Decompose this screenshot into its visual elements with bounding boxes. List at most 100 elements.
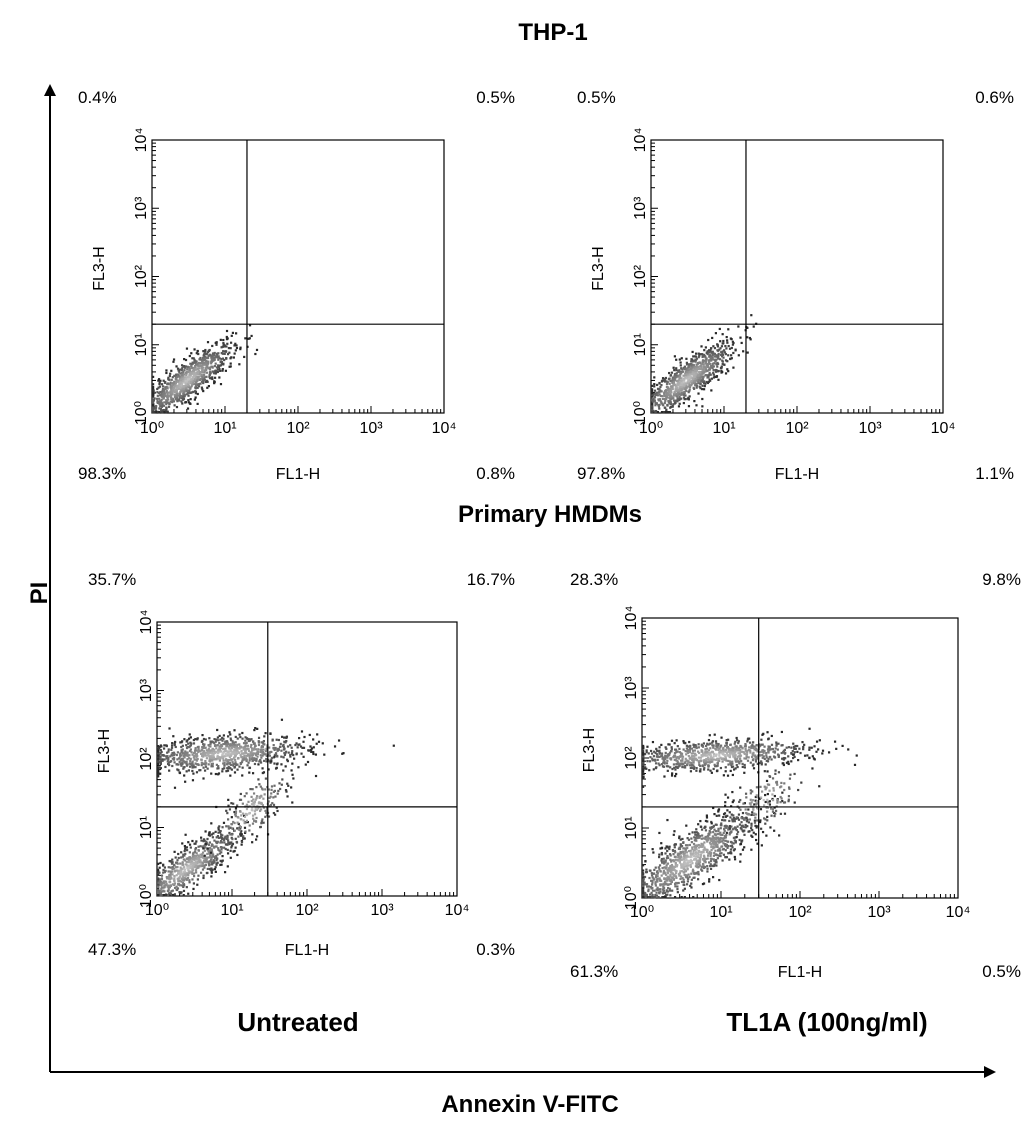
event-dot [176, 380, 179, 383]
event-dot [703, 762, 706, 765]
event-dot [672, 878, 675, 881]
x-tick-label: 10⁴ [432, 420, 457, 437]
event-dot [179, 862, 182, 865]
event-dot [734, 348, 737, 351]
event-dot [697, 375, 700, 378]
event-dot [650, 752, 654, 755]
event-dot [202, 847, 205, 850]
event-dot [654, 401, 657, 404]
event-dot [223, 352, 226, 355]
event-dot [191, 760, 194, 763]
event-dot [744, 823, 747, 827]
event-dot [730, 852, 733, 855]
event-dot [211, 377, 214, 381]
event-dot [754, 795, 757, 799]
event-dot [159, 379, 162, 382]
event-dot [285, 790, 288, 793]
event-dot [203, 746, 207, 749]
event-dot [227, 804, 230, 807]
event-dot [178, 384, 181, 387]
event-dot [703, 370, 706, 373]
event-dot [217, 739, 220, 742]
event-dot [731, 820, 734, 823]
event-dot [202, 366, 205, 369]
event-dot [226, 759, 229, 762]
event-dot [159, 410, 163, 413]
event-dot [213, 382, 216, 385]
event-dot [202, 373, 206, 377]
event-dot [253, 802, 256, 805]
event-dot [183, 866, 186, 869]
event-dot [695, 769, 698, 772]
event-dot [157, 887, 160, 890]
event-dot [191, 855, 194, 858]
event-dot [741, 848, 745, 851]
event-dot [687, 398, 690, 401]
event-dot [225, 740, 229, 743]
event-dot [658, 764, 661, 767]
event-dot [642, 875, 645, 878]
event-dot [180, 754, 183, 757]
event-dot [710, 820, 713, 824]
event-dot [192, 751, 195, 755]
event-dot [175, 753, 178, 757]
event-dot [225, 329, 229, 333]
event-dot [237, 828, 240, 831]
event-dot [160, 881, 163, 884]
event-dot [701, 379, 704, 382]
event-dot [674, 862, 677, 866]
event-dot [697, 356, 700, 359]
event-dot [220, 863, 223, 866]
event-dot [178, 396, 182, 399]
event-dot [185, 380, 189, 383]
event-dot [201, 359, 204, 362]
event-dot [157, 397, 161, 400]
event-dot [222, 363, 225, 366]
event-dot [715, 858, 718, 862]
event-dot [271, 739, 274, 742]
event-dot [239, 754, 242, 757]
event-dot [673, 846, 676, 849]
y-axis-label-pi: PI [26, 582, 53, 605]
event-dot [234, 812, 238, 815]
event-dot [177, 879, 180, 883]
axis-ticks [156, 624, 455, 897]
event-dot [170, 746, 174, 749]
event-dot [225, 745, 228, 748]
event-dot [176, 400, 179, 403]
event-dot [185, 744, 188, 747]
event-dot [651, 883, 654, 886]
event-dot [654, 866, 657, 869]
event-dot [708, 354, 712, 357]
event-dot [690, 886, 693, 889]
event-dot [655, 391, 658, 394]
event-dot [226, 769, 230, 772]
event-dot [184, 833, 187, 836]
event-dot [707, 833, 710, 836]
event-dot [743, 763, 746, 767]
event-dot [222, 762, 225, 765]
event-dot [192, 369, 195, 373]
event-dot [652, 398, 655, 401]
event-dot [661, 896, 664, 899]
event-dot [695, 758, 699, 762]
event-dot [766, 815, 769, 819]
event-dot [152, 385, 155, 389]
event-dot [667, 388, 670, 392]
event-dot [671, 376, 675, 379]
flow-panel-2: 10⁰ 10¹ 10² 10³ 10⁴10⁰10¹10²10³10⁴FL1-HFL3-H… [577, 88, 1014, 483]
event-dot [207, 752, 210, 755]
event-dot [662, 869, 666, 872]
event-dot [222, 821, 226, 824]
event-dot [184, 750, 187, 753]
event-dot [169, 884, 173, 887]
event-dot [775, 743, 778, 746]
event-dot [698, 377, 701, 380]
event-dot [713, 352, 717, 356]
event-dot [201, 388, 204, 391]
event-dot [642, 882, 645, 885]
y-tick-label: 10³ [138, 678, 155, 702]
event-dot [294, 743, 297, 747]
event-dot [203, 762, 207, 765]
event-dot [207, 849, 210, 852]
